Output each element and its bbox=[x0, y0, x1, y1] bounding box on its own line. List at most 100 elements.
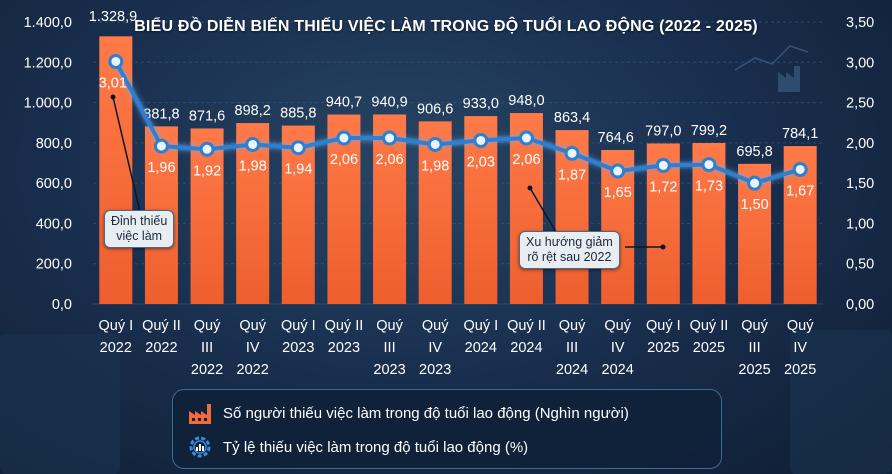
line-value-label: 1,50 bbox=[740, 197, 768, 213]
y-left-tick-label: 600,0 bbox=[36, 176, 72, 192]
line-value-label: 1,96 bbox=[147, 160, 175, 176]
x-tick-label: Quý bbox=[604, 318, 631, 334]
line-point bbox=[153, 138, 169, 154]
bar-value-label: 940,9 bbox=[371, 94, 407, 110]
bar-value-label: 784,1 bbox=[782, 126, 818, 142]
y-left-tick-label: 0,0 bbox=[52, 297, 72, 313]
legend-item-bars: Số người thiếu việc làm trong độ tuổi la… bbox=[187, 400, 629, 426]
y-right-tick-label: 0,00 bbox=[846, 297, 874, 313]
line-value-label: 2,06 bbox=[330, 152, 358, 168]
line-value-label: 1,98 bbox=[239, 158, 267, 174]
annotation-trend-tail-dot bbox=[660, 244, 666, 250]
line-point bbox=[427, 136, 443, 152]
x-tick-label: Quý bbox=[422, 318, 449, 334]
bg-factory-deco bbox=[778, 66, 800, 92]
y-right-tick-label: 2,00 bbox=[846, 136, 874, 152]
x-tick-label: 2022 bbox=[145, 340, 177, 356]
x-tick-label: 2023 bbox=[282, 340, 314, 356]
x-tick-label: 2022 bbox=[191, 362, 223, 378]
y-right-tick-label: 1,00 bbox=[846, 216, 874, 232]
x-tick-label: 2025 bbox=[784, 362, 816, 378]
bar-value-label: 797,0 bbox=[645, 123, 681, 139]
line-point bbox=[290, 140, 306, 156]
bar bbox=[190, 128, 224, 304]
line-point bbox=[518, 130, 534, 146]
line-point bbox=[655, 157, 671, 173]
line-value-label: 1,73 bbox=[695, 179, 723, 195]
y-left-tick-label: 1.000,0 bbox=[24, 96, 72, 112]
x-tick-label: 2023 bbox=[373, 362, 405, 378]
annotation-peak: Đỉnh thiếu việc làm bbox=[104, 210, 175, 248]
bar bbox=[373, 114, 407, 304]
line-value-label: 1,98 bbox=[421, 158, 449, 174]
annotation-trend-line-1: Xu hướng giảm bbox=[526, 235, 613, 249]
legend-line-label: Tỷ lệ thiếu việc làm trong độ tuổi lao đ… bbox=[223, 438, 529, 456]
y-left-tick-label: 400,0 bbox=[36, 216, 72, 232]
line-series bbox=[114, 60, 801, 186]
line-value-label: 1,72 bbox=[649, 179, 677, 195]
bg-workers-deco bbox=[0, 334, 120, 474]
annotation-trend-line-2: rõ rệt sau 2022 bbox=[527, 250, 612, 264]
line-point bbox=[108, 53, 124, 69]
x-tick-label: 2024 bbox=[602, 362, 634, 378]
x-tick-label: 2025 bbox=[693, 340, 725, 356]
line-value-label: 2,03 bbox=[467, 154, 495, 170]
y-left-tick-label: 1.200,0 bbox=[24, 55, 72, 71]
x-tick-label: Quý I bbox=[281, 318, 316, 334]
line-point bbox=[610, 163, 626, 179]
x-tick-label: Quý II bbox=[507, 318, 546, 334]
bar-value-label: 948,0 bbox=[508, 93, 544, 109]
x-tick-label: Quý I bbox=[98, 318, 133, 334]
legend-item-line: Tỷ lệ thiếu việc làm trong độ tuổi lao đ… bbox=[187, 434, 528, 460]
x-tick-label: 2025 bbox=[647, 340, 679, 356]
line-point bbox=[382, 130, 398, 146]
y-right-tick-label: 3,00 bbox=[846, 55, 874, 71]
bar-value-label: 695,8 bbox=[736, 144, 772, 160]
line-point bbox=[701, 157, 717, 173]
annotation-peak-line-1: Đỉnh thiếu bbox=[111, 214, 168, 228]
bar-value-label: 799,2 bbox=[691, 123, 727, 139]
x-tick-label: 2025 bbox=[738, 362, 770, 378]
x-tick-label: Quý I bbox=[463, 318, 498, 334]
line-value-label: 3,01 bbox=[99, 75, 127, 91]
bar-value-label: 863,4 bbox=[554, 110, 590, 126]
x-tick-label: 2022 bbox=[237, 362, 269, 378]
x-tick-label: Quý bbox=[194, 318, 221, 334]
x-tick-label: 2024 bbox=[556, 362, 588, 378]
bar-value-label: 881,8 bbox=[143, 106, 179, 122]
line-value-label: 1,92 bbox=[193, 163, 221, 179]
bar-value-label: 906,6 bbox=[417, 101, 453, 117]
x-tick-label: III bbox=[566, 340, 578, 356]
line-point bbox=[245, 136, 261, 152]
line-point bbox=[747, 175, 763, 191]
line-value-label: 1,65 bbox=[604, 185, 632, 201]
factory-icon bbox=[189, 404, 211, 424]
bar bbox=[327, 114, 361, 304]
y-right-tick-label: 0,50 bbox=[846, 257, 874, 273]
x-tick-label: Quý II bbox=[325, 318, 364, 334]
x-tick-label: Quý bbox=[559, 318, 586, 334]
x-tick-label: III bbox=[201, 340, 213, 356]
x-tick-label: Quý bbox=[239, 318, 266, 334]
bar-value-label: 940,7 bbox=[326, 95, 362, 111]
chart-legend: Số người thiếu việc làm trong độ tuổi la… bbox=[172, 389, 722, 469]
x-tick-label: Quý bbox=[376, 318, 403, 334]
bar-value-label: 764,6 bbox=[598, 130, 634, 146]
x-tick-label: IV bbox=[246, 340, 260, 356]
annotation-peak-line-2: việc làm bbox=[116, 229, 163, 243]
x-tick-label: 2024 bbox=[510, 340, 542, 356]
x-tick-label: 2022 bbox=[100, 340, 132, 356]
bar-value-label: 898,2 bbox=[235, 103, 271, 119]
y-right-tick-label: 3,50 bbox=[846, 15, 874, 31]
y-left-tick-label: 800,0 bbox=[36, 136, 72, 152]
annotation-peak-pointer bbox=[112, 96, 141, 213]
x-tick-label: Quý II bbox=[690, 318, 729, 334]
x-tick-label: 2024 bbox=[465, 340, 497, 356]
line-value-label: 1,94 bbox=[284, 162, 312, 178]
y-right-tick-label: 2,50 bbox=[846, 96, 874, 112]
x-tick-label: Quý bbox=[741, 318, 768, 334]
x-tick-label: III bbox=[749, 340, 761, 356]
annotation-trend: Xu hướng giảm rõ rệt sau 2022 bbox=[519, 231, 620, 269]
